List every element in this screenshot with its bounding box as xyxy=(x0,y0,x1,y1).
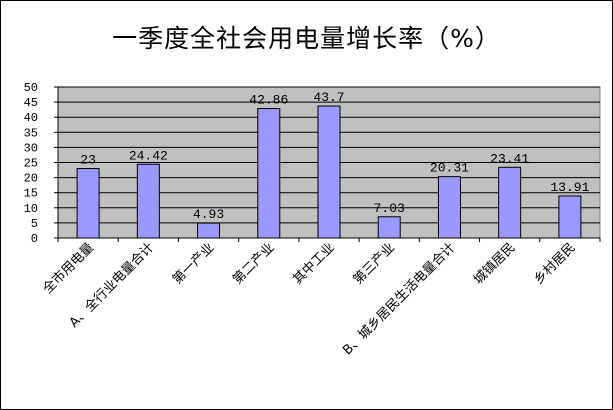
bar xyxy=(498,166,522,239)
y-tick-label: 5 xyxy=(31,217,38,231)
data-label: 7.03 xyxy=(374,201,405,216)
x-category-label: 全市用电量 xyxy=(40,240,97,297)
chart-title: 一季度全社会用电量增长率（%） xyxy=(112,24,501,53)
bar xyxy=(76,168,100,239)
y-tick-label: 35 xyxy=(24,126,38,140)
y-tick-label: 45 xyxy=(24,96,38,110)
data-label: 24.42 xyxy=(129,148,168,163)
x-category-label: 第二产业 xyxy=(230,240,277,287)
x-category-label: 其中工业 xyxy=(290,240,337,287)
data-label: 42.86 xyxy=(249,93,288,108)
y-tick-label: 20 xyxy=(24,172,38,186)
bar xyxy=(558,195,582,239)
y-tick-label: 15 xyxy=(24,187,38,201)
x-category-label: 城镇居民 xyxy=(471,240,518,287)
y-tick-label: 30 xyxy=(24,141,38,155)
x-category-label: 乡村居民 xyxy=(531,240,578,287)
bar xyxy=(377,216,401,239)
data-label: 4.93 xyxy=(193,207,224,222)
y-tick-label: 10 xyxy=(24,202,38,216)
data-label: 13.91 xyxy=(550,180,589,195)
y-tick-label: 0 xyxy=(31,232,38,246)
bar xyxy=(197,222,221,239)
data-label: 43.7 xyxy=(313,90,344,105)
bars xyxy=(76,105,582,239)
bar xyxy=(437,176,461,239)
y-tick-label: 50 xyxy=(24,81,38,95)
data-label: 20.31 xyxy=(430,161,469,176)
x-category-label: 第一产业 xyxy=(170,240,217,287)
y-tick-label: 40 xyxy=(24,111,38,125)
data-label: 23 xyxy=(80,153,96,168)
data-labels: 23 24.42 4.93 42.86 43.7 7.03 20.31 23.41 13.91 xyxy=(80,90,589,222)
bar xyxy=(317,105,341,239)
bar xyxy=(136,163,160,239)
y-tick-label: 25 xyxy=(24,157,38,171)
x-category-label: B、城乡居民生活电量合计 xyxy=(340,240,458,358)
x-category-label: 第三产业 xyxy=(351,240,398,287)
data-label: 23.41 xyxy=(490,151,529,166)
bar xyxy=(257,108,281,239)
